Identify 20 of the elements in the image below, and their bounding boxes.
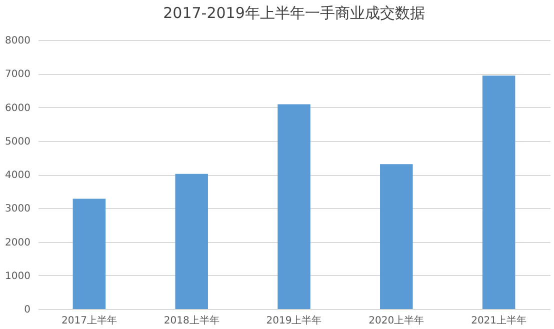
y-tick-label: 3000 (5, 204, 30, 215)
x-tick-label: 2021上半年 (471, 314, 527, 326)
chart-title: 2017-2019年上半年一手商业成交数据 (163, 4, 425, 22)
y-tick-label: 6000 (5, 102, 30, 114)
bar (72, 198, 106, 309)
y-tick-label: 4000 (5, 170, 30, 181)
bar (482, 76, 516, 309)
x-tick-label: 2018上半年 (164, 314, 220, 326)
x-tick-label: 2017上半年 (61, 314, 117, 326)
y-tick-label: 2000 (5, 237, 30, 248)
y-tick-label: 8000 (5, 36, 30, 46)
bar (278, 104, 310, 309)
x-tick-label: 2019上半年 (266, 314, 322, 326)
y-tick-label: 0 (24, 304, 30, 316)
bar (380, 164, 413, 309)
y-tick-label: 1000 (5, 270, 30, 282)
y-tick-label: 5000 (5, 136, 30, 148)
y-tick-label: 7000 (5, 69, 30, 80)
bar (175, 174, 208, 309)
x-tick-label: 2020上半年 (368, 314, 424, 326)
